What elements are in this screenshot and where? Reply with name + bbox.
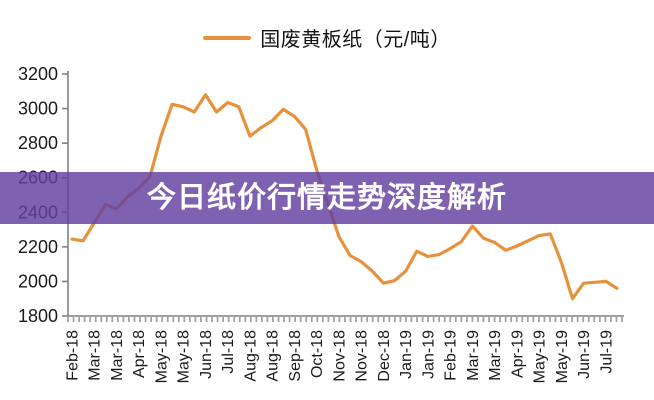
- x-axis-label: Dec-18: [376, 330, 393, 382]
- x-axis-label: Oct-18: [309, 330, 326, 378]
- x-axis-minor-ticks: [67, 316, 623, 322]
- y-axis-label: 3000: [18, 99, 58, 119]
- x-axis-label: Feb-18: [65, 330, 82, 381]
- banner-title: 今日纸价行情走势深度解析: [146, 181, 507, 214]
- x-axis-label: Mar-19: [487, 330, 504, 381]
- y-axis-label: 2200: [18, 237, 58, 257]
- y-axis-label: 3200: [18, 64, 58, 84]
- x-axis-label: Jan-19: [420, 330, 437, 379]
- x-axis-label: Jun-19: [576, 330, 593, 379]
- x-axis-label: Sep-18: [287, 330, 304, 382]
- y-axis-label: 2800: [18, 133, 58, 153]
- x-axis-label: May-18: [176, 330, 193, 383]
- x-axis-label: Jan-19: [398, 330, 415, 379]
- x-axis-label: Apr-18: [131, 330, 148, 378]
- x-axis-label: Mar-18: [87, 330, 104, 381]
- x-axis-label: May-18: [153, 330, 170, 383]
- x-axis-label: Jul-19: [598, 330, 615, 374]
- y-axis-label: 1800: [18, 306, 58, 326]
- x-axis-label: Nov-18: [331, 330, 348, 382]
- x-axis-label: Mar-18: [109, 330, 126, 381]
- x-axis-label: Aug-18: [242, 330, 259, 382]
- x-axis-label: Jun-18: [198, 330, 215, 379]
- x-axis-label: May-19: [532, 330, 549, 383]
- y-axis-label: 2000: [18, 271, 58, 291]
- x-axis-label: Mar-19: [465, 330, 482, 381]
- x-axis-label: Aug-18: [265, 330, 282, 382]
- x-axis-label: May-19: [554, 330, 571, 383]
- x-axis-label: Feb-19: [443, 330, 460, 381]
- x-axis-label: Nov-18: [354, 330, 371, 382]
- x-axis-label: Jul-18: [220, 330, 237, 374]
- overlay-banner: 今日纸价行情走势深度解析: [0, 172, 654, 224]
- price-line: [70, 93, 619, 301]
- x-axis-labels: Feb-18 Mar-18 Mar-18 Apr-18 May-18 May-18 Jun-…: [65, 330, 616, 383]
- x-axis-label: Apr-19: [509, 330, 526, 378]
